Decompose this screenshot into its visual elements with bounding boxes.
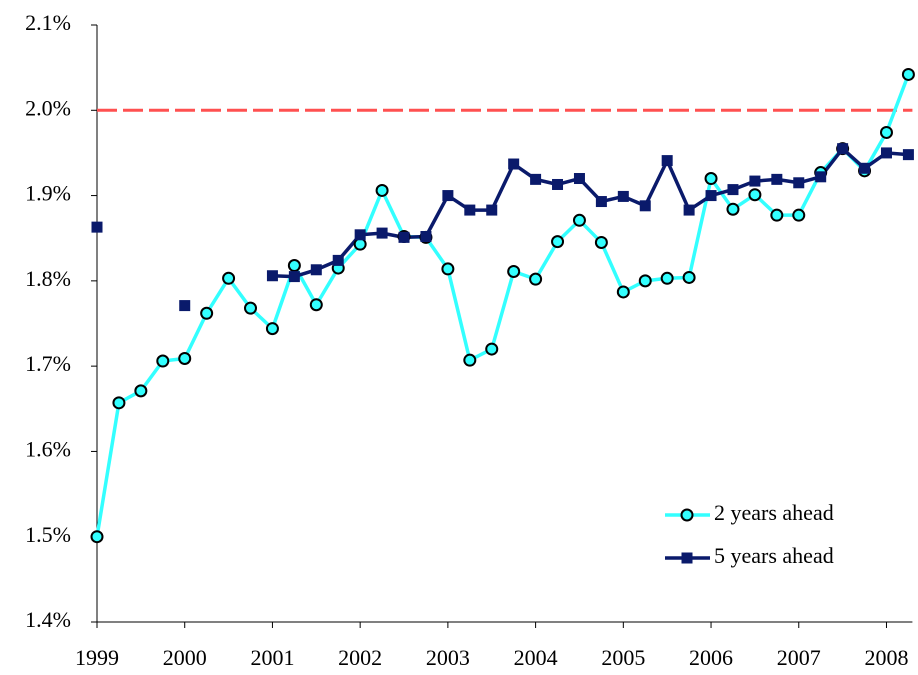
point <box>134 384 148 398</box>
point <box>552 178 564 190</box>
point <box>179 300 191 312</box>
point <box>178 351 192 365</box>
point <box>661 155 673 167</box>
point <box>265 322 279 336</box>
point <box>902 149 914 161</box>
point <box>442 190 454 202</box>
y-tick-label: 1.4% <box>25 607 71 632</box>
point <box>529 272 543 286</box>
x-tick-label: 2002 <box>338 645 382 670</box>
point <box>200 306 214 320</box>
point <box>572 213 586 227</box>
point <box>748 188 762 202</box>
point <box>309 298 323 312</box>
legend-label: 2 years ahead <box>714 500 834 525</box>
x-tick-label: 1999 <box>75 645 119 670</box>
x-tick-label: 2006 <box>689 645 733 670</box>
point <box>508 158 520 170</box>
point <box>771 173 783 185</box>
point <box>573 173 585 185</box>
point <box>112 396 126 410</box>
point <box>420 231 432 243</box>
point <box>222 271 236 285</box>
point <box>815 171 827 183</box>
point <box>288 271 300 283</box>
point <box>244 301 258 315</box>
point <box>595 196 607 208</box>
point <box>310 264 322 276</box>
point <box>704 172 718 186</box>
point <box>375 183 389 197</box>
point <box>680 508 694 522</box>
point <box>551 235 565 249</box>
point <box>507 264 521 278</box>
point <box>594 235 608 249</box>
legend-label: 5 years ahead <box>714 543 834 568</box>
point <box>485 342 499 356</box>
point <box>332 254 344 266</box>
point <box>705 190 717 202</box>
point <box>617 190 629 202</box>
point <box>859 162 871 174</box>
y-tick-label: 1.6% <box>25 436 71 461</box>
x-tick-label: 2007 <box>777 645 821 670</box>
point <box>287 259 301 273</box>
point <box>266 270 278 282</box>
point <box>727 184 739 196</box>
point <box>660 271 674 285</box>
series-line <box>272 146 909 279</box>
point <box>530 173 542 185</box>
point <box>879 125 893 139</box>
x-tick-label: 2005 <box>601 645 645 670</box>
point <box>837 143 849 155</box>
point <box>639 200 651 212</box>
x-tick-label: 2000 <box>163 645 207 670</box>
y-tick-label: 1.7% <box>25 351 71 376</box>
point <box>398 231 410 243</box>
point <box>726 202 740 216</box>
x-tick-label: 2003 <box>426 645 470 670</box>
y-tick-label: 2.1% <box>25 10 71 35</box>
point <box>880 147 892 159</box>
point <box>353 237 367 251</box>
x-tick-label: 2004 <box>514 645 558 670</box>
point <box>90 530 104 544</box>
point <box>463 353 477 367</box>
point <box>682 270 696 284</box>
series-line <box>95 73 911 537</box>
y-tick-label: 2.0% <box>25 95 71 120</box>
x-tick-label: 2008 <box>864 645 908 670</box>
point <box>770 208 784 222</box>
point <box>464 204 476 216</box>
point <box>354 229 366 241</box>
point <box>901 67 915 81</box>
y-tick-label: 1.8% <box>25 266 71 291</box>
x-tick-label: 2001 <box>250 645 294 670</box>
point <box>91 221 103 233</box>
point <box>681 552 693 564</box>
y-tick-label: 1.9% <box>25 181 71 206</box>
point <box>793 177 805 189</box>
y-tick-label: 1.5% <box>25 522 71 547</box>
point <box>616 285 630 299</box>
point <box>749 175 761 187</box>
point <box>376 227 388 239</box>
point <box>638 274 652 288</box>
point <box>441 262 455 276</box>
point <box>156 354 170 368</box>
point <box>683 204 695 216</box>
point <box>486 204 498 216</box>
point <box>792 208 806 222</box>
